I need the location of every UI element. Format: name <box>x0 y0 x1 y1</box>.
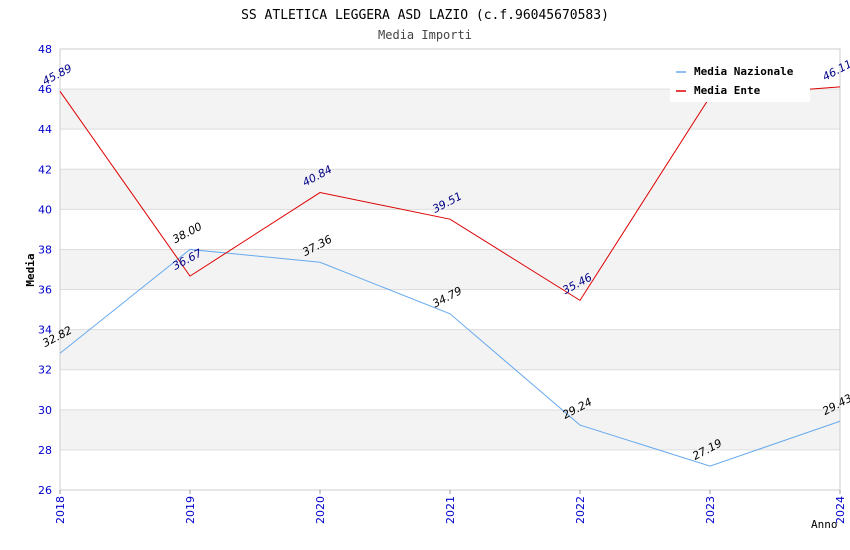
x-tick-label: 2023 <box>704 496 717 524</box>
x-tick-label: 2020 <box>314 496 327 524</box>
legend: Media Nazionale Media Ente <box>670 57 810 102</box>
y-tick-label: 32 <box>38 364 52 377</box>
y-axis-label: Media <box>24 253 37 286</box>
grid-band <box>60 409 840 450</box>
grid-band <box>60 169 840 210</box>
y-tick-label: 36 <box>38 284 52 297</box>
x-axis-label: Anno <box>811 518 838 531</box>
data-label-media-ente: 46.11 <box>820 57 850 83</box>
data-label-media-nazionale: 38.00 <box>170 220 204 246</box>
y-tick-label: 30 <box>38 404 52 417</box>
legend-label-media-ente: Media Ente <box>694 84 761 97</box>
data-label-media-ente: 45.89 <box>40 62 74 88</box>
x-tick-label: 2024 <box>834 496 847 524</box>
y-tick-label: 26 <box>38 484 52 497</box>
y-tick-label: 42 <box>38 163 52 176</box>
y-axis-ticks: 26 28 30 32 34 36 38 40 42 44 46 48 <box>38 43 52 497</box>
y-tick-label: 38 <box>38 243 52 256</box>
y-tick-label: 28 <box>38 444 52 457</box>
y-tick-label: 40 <box>38 203 52 216</box>
series-line-media-nazionale <box>59 248 841 467</box>
grid-band <box>60 249 840 290</box>
chart-title: SS ATLETICA LEGGERA ASD LAZIO (c.f.96045… <box>241 8 609 23</box>
y-tick-label: 46 <box>38 83 52 96</box>
x-tick-label: 2019 <box>184 496 197 524</box>
y-tick-label: 48 <box>38 43 52 56</box>
y-tick-label: 34 <box>38 324 52 337</box>
chart-subtitle: Media Importi <box>378 28 472 42</box>
y-tick-label: 44 <box>38 123 52 136</box>
x-tick-label: 2018 <box>54 496 67 524</box>
x-tick-label: 2021 <box>444 496 457 524</box>
grid-band <box>60 329 840 370</box>
legend-label-media-nazionale: Media Nazionale <box>694 65 794 78</box>
x-tick-label: 2022 <box>574 496 587 524</box>
legend-box <box>670 57 810 102</box>
grid-bands <box>60 89 840 450</box>
x-axis-ticks: 2018 2019 2020 2021 2022 2023 2024 <box>54 490 847 524</box>
